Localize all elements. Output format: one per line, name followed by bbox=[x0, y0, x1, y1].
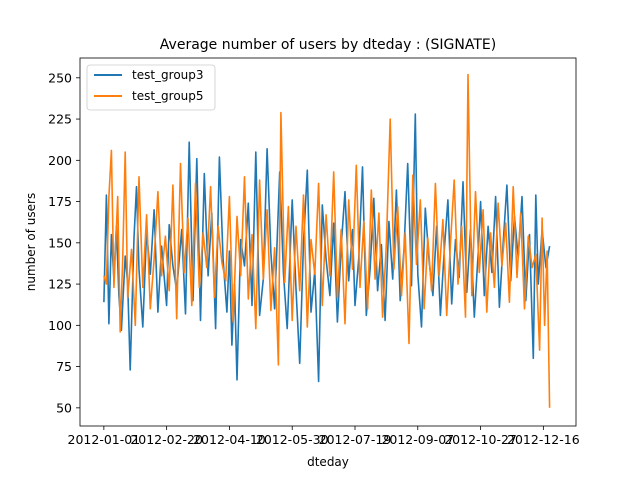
y-tick-label: 225 bbox=[48, 112, 72, 127]
y-tick-label: 125 bbox=[48, 277, 72, 292]
series-layer bbox=[103, 73, 551, 408]
y-tick-label: 250 bbox=[48, 70, 72, 85]
x-axis-title: dteday bbox=[307, 455, 349, 469]
legend-label-test-group5: test_group5 bbox=[132, 89, 204, 103]
x-tick-label: 2012-07-19 bbox=[319, 432, 392, 447]
x-tick-label: 2012-01-01 bbox=[68, 432, 141, 447]
y-tick-label: 200 bbox=[48, 153, 72, 168]
legend-label-test-group3: test_group3 bbox=[132, 68, 204, 82]
x-axis: 2012-01-012012-02-202012-04-102012-05-30… bbox=[68, 426, 580, 447]
x-tick-label: 2012-10-27 bbox=[444, 432, 517, 447]
chart-title: Average number of users by dteday : (SIG… bbox=[160, 37, 496, 53]
y-tick-label: 50 bbox=[56, 400, 72, 415]
plot-area bbox=[79, 57, 577, 427]
y-tick-label: 175 bbox=[48, 194, 72, 209]
legend-frame bbox=[86, 64, 216, 111]
x-tick-label: 2012-02-20 bbox=[130, 432, 203, 447]
series-line-test-group5 bbox=[103, 73, 551, 408]
series-line-test-group3 bbox=[103, 113, 551, 383]
y-axis-title: number of users bbox=[24, 193, 38, 291]
x-tick-label: 2012-12-16 bbox=[507, 432, 580, 447]
plot-frame bbox=[79, 57, 577, 427]
y-tick-label: 75 bbox=[56, 359, 72, 374]
y-tick-label: 150 bbox=[48, 235, 72, 250]
y-axis: 50 75 100 125 150 175 200 225 250 bbox=[48, 70, 80, 415]
x-tick-label: 2012-09-07 bbox=[381, 432, 454, 447]
x-tick-label: 2012-04-10 bbox=[193, 432, 266, 447]
y-tick-label: 100 bbox=[48, 318, 72, 333]
legend: test_group3 test_group5 bbox=[86, 64, 216, 111]
x-tick-label: 2012-05-30 bbox=[256, 432, 329, 447]
